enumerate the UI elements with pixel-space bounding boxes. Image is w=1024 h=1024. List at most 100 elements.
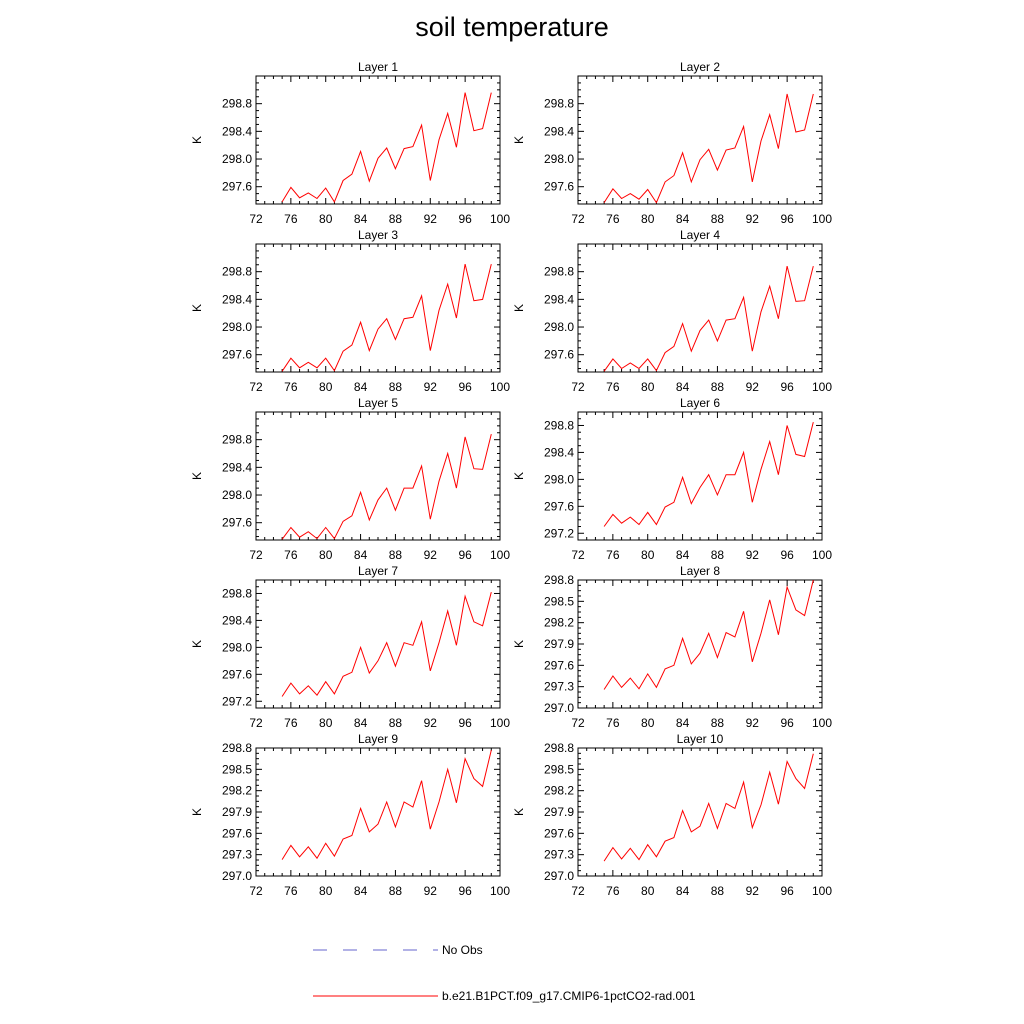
y-tick-label: 298.2 [544,784,574,798]
x-tick-label: 100 [490,884,510,898]
y-tick-label: 298.8 [544,573,574,587]
panel-title: Layer 2 [680,60,720,74]
x-tick-label: 76 [284,380,298,394]
x-tick-label: 96 [458,548,472,562]
x-tick-label: 96 [458,212,472,226]
plot-frame [255,411,501,541]
x-tick-label: 88 [389,548,403,562]
y-tick-label: 298.5 [544,594,574,608]
panel-layer-1: Layer 1 72 76 80 84 88 92 96 100 297.6 298.0 298.4 2… [190,60,510,226]
y-tick-label: 298.8 [544,418,574,432]
x-tick-label: 84 [676,212,690,226]
plot-frame [577,75,823,205]
x-tick-label: 80 [319,884,333,898]
y-tick-label: 297.6 [222,180,252,194]
x-tick-label: 80 [641,212,655,226]
y-tick-label: 298.2 [544,616,574,630]
x-tick-label: 100 [812,716,832,730]
y-tick-label: 298.0 [544,320,574,334]
x-tick-label: 84 [354,884,368,898]
x-tick-label: 88 [711,884,725,898]
series-line [281,749,492,860]
x-tick-label: 72 [571,884,585,898]
y-tick-label: 297.2 [544,526,574,540]
y-tick-label: 297.6 [544,826,574,840]
panel-title: Layer 8 [680,564,720,578]
figure-title: soil temperature [415,12,609,42]
x-tick-label: 72 [249,548,263,562]
x-tick-label: 80 [319,380,333,394]
x-tick-label: 92 [746,548,760,562]
y-axis-label: K [190,640,204,648]
x-tick-label: 92 [746,716,760,730]
x-tick-label: 76 [606,212,620,226]
legend: No Obs b.e21.B1PCT.f09_g17.CMIP6-1pctCO2-… [313,943,696,1003]
x-tick-label: 84 [676,716,690,730]
panel-title: Layer 4 [680,228,720,242]
y-axis-label: K [512,304,526,312]
plot-frame [577,411,823,541]
y-tick-label: 297.6 [544,658,574,672]
panel-layer-3: Layer 3 72 76 80 84 88 92 96 100 297.6 298.0 298.4 2… [190,228,510,394]
y-tick-label: 297.0 [544,869,574,883]
y-tick-label: 298.8 [222,586,252,600]
x-tick-label: 84 [676,884,690,898]
y-tick-label: 298.4 [222,460,252,474]
y-tick-label: 297.6 [544,348,574,362]
y-tick-label: 297.3 [222,848,252,862]
x-tick-label: 72 [249,884,263,898]
series-line [281,433,492,540]
series-line [603,265,814,372]
x-tick-label: 76 [606,884,620,898]
x-tick-label: 100 [490,548,510,562]
x-tick-label: 84 [676,380,690,394]
y-tick-label: 297.6 [222,826,252,840]
x-tick-label: 96 [780,716,794,730]
x-tick-label: 96 [780,212,794,226]
y-tick-label: 298.4 [544,292,574,306]
x-tick-label: 88 [711,380,725,394]
x-tick-label: 92 [746,884,760,898]
x-tick-label: 72 [571,380,585,394]
x-tick-label: 72 [249,380,263,394]
x-tick-label: 80 [319,716,333,730]
panel-title: Layer 10 [677,732,724,746]
x-tick-label: 84 [354,212,368,226]
y-axis-label: K [512,136,526,144]
x-tick-label: 76 [284,548,298,562]
x-tick-label: 80 [319,212,333,226]
x-tick-label: 72 [571,716,585,730]
y-tick-label: 297.6 [544,180,574,194]
x-tick-label: 84 [354,716,368,730]
x-tick-label: 72 [571,212,585,226]
legend-label: b.e21.B1PCT.f09_g17.CMIP6-1pctCO2-rad.00… [442,989,696,1003]
x-tick-label: 96 [458,884,472,898]
y-tick-label: 298.5 [222,762,252,776]
x-tick-label: 100 [490,380,510,394]
y-axis-label: K [190,808,204,816]
y-tick-label: 298.0 [222,488,252,502]
x-tick-label: 76 [284,716,298,730]
x-tick-label: 88 [389,212,403,226]
y-tick-label: 298.5 [544,762,574,776]
x-tick-label: 96 [780,884,794,898]
y-tick-label: 298.8 [222,433,252,447]
x-tick-label: 76 [284,884,298,898]
y-axis-label: K [190,472,204,480]
plot-frame [577,747,823,877]
y-tick-label: 298.0 [222,152,252,166]
x-tick-label: 88 [711,548,725,562]
panel-layer-4: Layer 4 72 76 80 84 88 92 96 100 297.6 298.0 298.4 2… [512,228,832,394]
x-tick-label: 88 [711,716,725,730]
y-tick-label: 298.0 [544,152,574,166]
y-tick-label: 298.8 [222,265,252,279]
x-tick-label: 92 [424,716,438,730]
panel-layer-7: Layer 7 72 76 80 84 88 92 96 100 297.2 297.6 298.0 2… [190,564,510,730]
panel-title: Layer 9 [358,732,398,746]
legend-item: No Obs [313,943,483,957]
x-tick-label: 92 [424,380,438,394]
y-tick-label: 297.6 [222,348,252,362]
x-tick-label: 76 [284,212,298,226]
